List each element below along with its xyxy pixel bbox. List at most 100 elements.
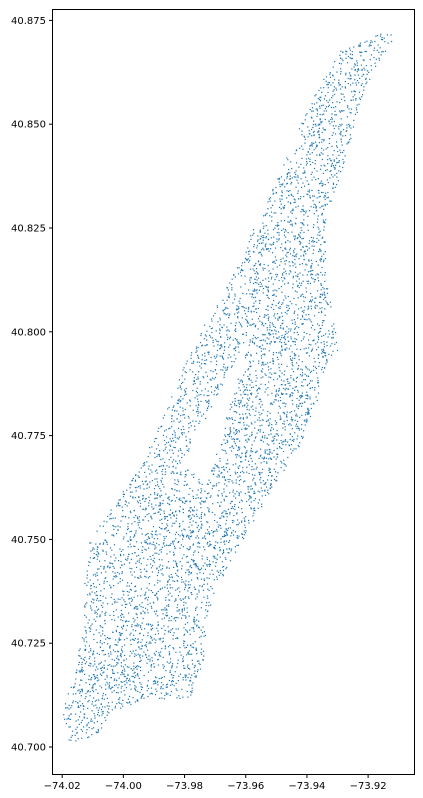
street-point (317, 335, 319, 337)
street-point (301, 392, 303, 394)
street-point (285, 248, 287, 250)
street-point (189, 564, 192, 566)
street-point (280, 247, 282, 249)
street-point (244, 447, 246, 449)
street-point (368, 45, 370, 47)
street-point (282, 450, 285, 453)
street-point (190, 517, 193, 519)
street-point (186, 690, 188, 692)
street-point (174, 522, 176, 524)
street-point (349, 111, 351, 114)
street-point (244, 480, 246, 482)
street-point (99, 614, 101, 616)
street-point (289, 382, 291, 384)
street-point (261, 404, 263, 406)
street-point (117, 662, 119, 664)
street-point (136, 668, 138, 670)
street-point (294, 344, 296, 346)
street-point (83, 659, 85, 661)
street-point (261, 364, 263, 366)
street-point (132, 675, 134, 678)
street-point (279, 376, 281, 378)
street-point (181, 452, 183, 454)
street-point (269, 468, 271, 470)
street-point (156, 567, 158, 569)
street-point (319, 207, 321, 209)
street-point (314, 141, 317, 143)
street-point (323, 226, 325, 228)
street-point (151, 518, 153, 520)
street-point (286, 411, 288, 413)
street-point (245, 413, 247, 415)
street-point (94, 610, 96, 612)
street-point (98, 553, 100, 555)
street-point (210, 356, 212, 359)
street-point (166, 567, 168, 569)
street-point (236, 454, 238, 456)
street-point (233, 505, 236, 507)
street-point (115, 644, 117, 646)
street-point (294, 201, 296, 203)
street-point (140, 697, 142, 699)
street-point (292, 387, 294, 389)
street-point (241, 533, 244, 535)
street-point (323, 208, 325, 210)
street-point (215, 386, 217, 388)
street-point (317, 392, 320, 394)
street-point (167, 519, 169, 521)
street-point (227, 418, 229, 420)
street-point (258, 289, 260, 291)
street-point (246, 402, 248, 404)
street-point (114, 572, 116, 574)
street-point (323, 349, 325, 351)
street-point (246, 428, 248, 430)
street-point (110, 518, 112, 520)
street-point (247, 491, 249, 493)
street-point (297, 190, 299, 192)
street-point (155, 547, 157, 549)
street-point (258, 283, 260, 285)
street-point (236, 312, 238, 314)
street-point (151, 571, 153, 573)
street-point (155, 497, 157, 499)
street-point (133, 634, 135, 636)
street-point (232, 482, 234, 484)
street-point (192, 389, 194, 392)
street-point (172, 406, 174, 408)
street-point (202, 572, 205, 574)
street-point (141, 648, 143, 650)
street-point (158, 655, 160, 657)
street-point (129, 650, 132, 652)
street-point (269, 372, 271, 374)
street-point (96, 680, 98, 682)
street-point (276, 447, 278, 450)
street-point (117, 692, 119, 694)
street-point (324, 251, 326, 253)
street-point (134, 487, 136, 489)
street-point (231, 500, 233, 502)
street-point (238, 406, 240, 408)
street-point (155, 677, 157, 679)
street-point (254, 336, 256, 338)
street-point (309, 153, 311, 155)
street-point (252, 408, 254, 410)
street-point (231, 417, 233, 419)
street-point (245, 455, 247, 457)
street-point (160, 548, 162, 550)
street-point (80, 705, 82, 707)
street-point (225, 417, 228, 419)
street-point (204, 334, 206, 336)
street-point (158, 652, 160, 654)
street-point (160, 677, 162, 679)
street-point (339, 149, 341, 151)
street-point (158, 566, 160, 568)
street-point (242, 292, 244, 294)
street-point (111, 619, 113, 621)
street-point (307, 280, 310, 282)
street-point (238, 480, 241, 482)
street-point (255, 484, 257, 486)
street-point (106, 674, 108, 677)
street-point (185, 501, 187, 503)
street-point (109, 645, 111, 647)
street-point (291, 209, 293, 212)
